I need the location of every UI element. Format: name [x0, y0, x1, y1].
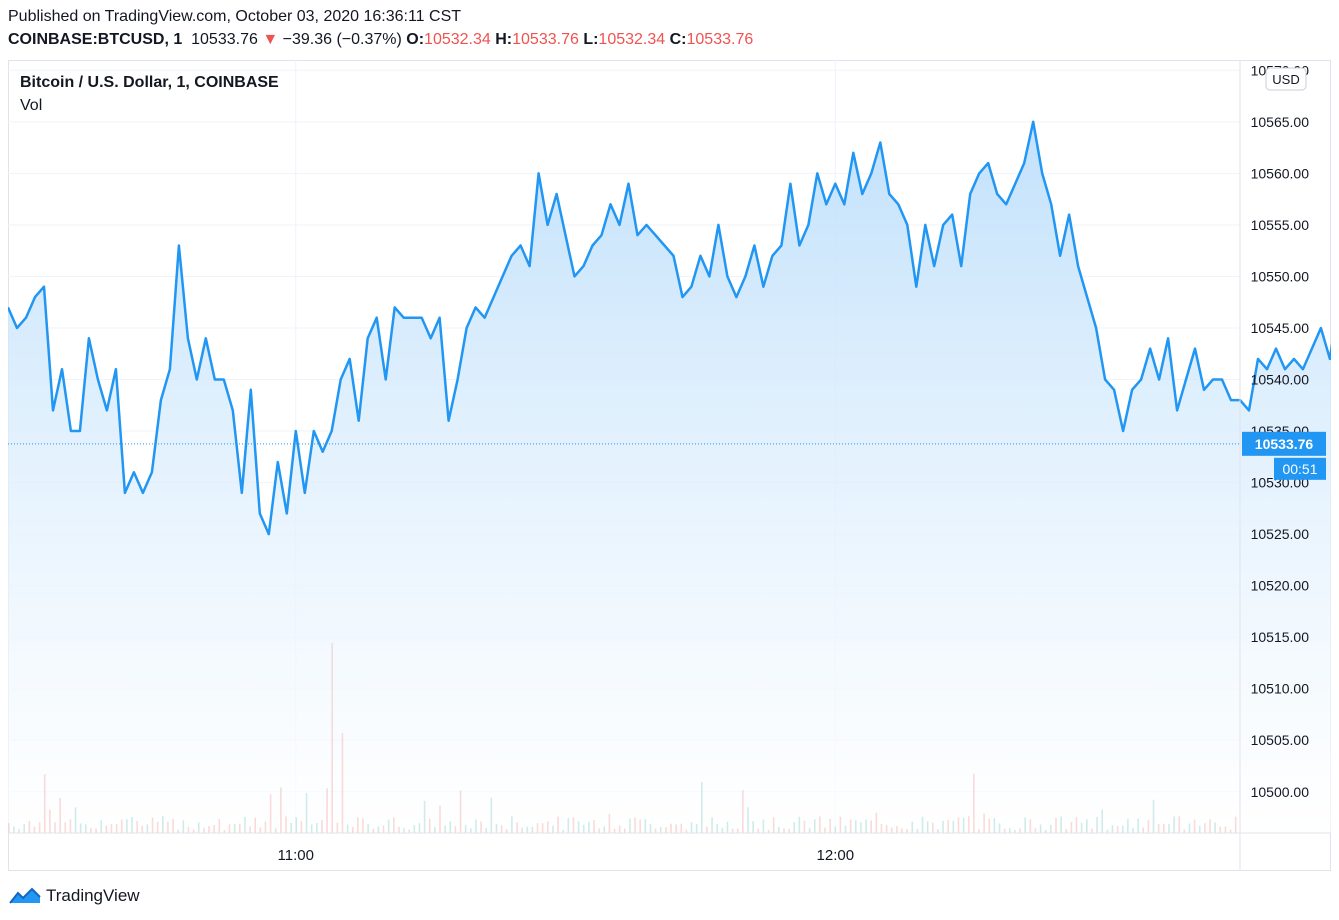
price-line [6, 120, 1339, 536]
price-change: −39.36 (−0.37%) [282, 31, 402, 48]
low-value: 10532.34 [598, 31, 666, 48]
last-price-label: 10533.76 00:51 [1242, 431, 1326, 480]
price-tick-label: 10545.00 [1251, 320, 1310, 336]
tradingview-logo[interactable]: TradingView [8, 884, 140, 908]
close-value: 10533.76 [686, 31, 754, 48]
low-label: L: [583, 31, 599, 48]
pane-title: Bitcoin / U.S. Dollar, 1, COINBASE [20, 74, 279, 91]
price-tick-label: 10505.00 [1251, 732, 1310, 748]
symbol-info-line: COINBASE:BTCUSD, 1 10533.76 ▼ −39.36 (−0… [8, 31, 753, 49]
time-tick-label: 11:00 [278, 847, 314, 864]
price-tick-label: 10500.00 [1251, 784, 1310, 800]
chart-pane[interactable]: 10500.00 10505.00 10510.00 10515.00 10520.00… [6, 60, 1339, 871]
open-label: O: [406, 31, 425, 48]
high-label: H: [495, 31, 513, 48]
price-tick-label: 10515.00 [1251, 629, 1310, 645]
symbol-name[interactable]: COINBASE:BTCUSD, 1 [8, 31, 183, 48]
last-price-label-text: 10533.76 [1255, 436, 1314, 452]
countdown-label: 00:51 [1282, 461, 1317, 477]
published-line: Published on TradingView.com, October 03… [8, 8, 462, 25]
price-tick-label: 10525.00 [1251, 526, 1310, 542]
price-area-fill [8, 121, 1339, 833]
price-scale[interactable]: 10500.00 10505.00 10510.00 10515.00 10520.00… [1251, 62, 1310, 799]
down-arrow-icon: ▼ [262, 31, 279, 48]
volume-label: Vol [20, 97, 42, 114]
tradingview-brand: TradingView [46, 886, 140, 905]
currency-badge-text: USD [1272, 72, 1299, 87]
time-tick-label: 12:00 [817, 847, 855, 864]
price-tick-label: 10540.00 [1251, 372, 1310, 388]
price-chart[interactable]: 10500.00 10505.00 10510.00 10515.00 10520.00… [6, 60, 1339, 871]
close-label: C: [669, 31, 687, 48]
price-tick-label: 10510.00 [1251, 681, 1310, 697]
currency-badge[interactable] [1265, 67, 1307, 91]
price-tick-label: 10555.00 [1251, 217, 1310, 233]
price-tick-label: 10565.00 [1251, 114, 1310, 130]
high-value: 10533.76 [512, 31, 579, 48]
price-tick-label: 10520.00 [1251, 578, 1310, 594]
price-tick-label: 10560.00 [1251, 165, 1310, 181]
last-price: 10533.76 [191, 31, 258, 48]
open-value: 10532.34 [424, 31, 491, 48]
price-tick-label: 10550.00 [1251, 268, 1310, 284]
tradingview-logo-icon [9, 887, 41, 904]
